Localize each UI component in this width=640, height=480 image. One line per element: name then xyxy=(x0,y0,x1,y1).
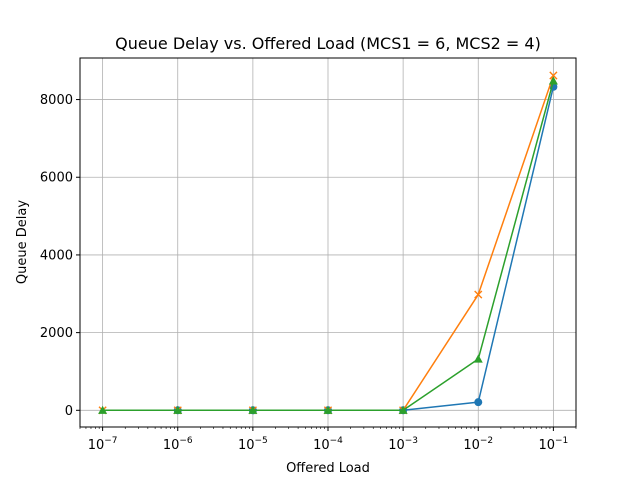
y-tick-label: 6000 xyxy=(40,171,73,186)
x-tick-label: 10−4 xyxy=(313,436,343,453)
tick-layer: 10−7 10−6 10−5 10−4 10−3 10−2 10−1 0 2000 4000 600… xyxy=(40,93,577,453)
x-tick-label: 10−7 xyxy=(88,436,118,453)
data-point-circle xyxy=(474,398,483,407)
y-axis-label: Queue Delay xyxy=(15,200,30,284)
chart-title: Queue Delay vs. Offered Load (MCS1 = 6, … xyxy=(115,34,541,53)
data-point-x xyxy=(549,71,558,80)
x-tick-label: 10−2 xyxy=(463,436,493,453)
y-tick-label: 0 xyxy=(65,404,73,419)
grid-layer xyxy=(80,58,576,427)
data-point-triangle xyxy=(173,405,183,414)
x-tick-label: 10−6 xyxy=(163,436,193,453)
data-point-x xyxy=(474,290,483,299)
x-tick-label: 10−3 xyxy=(388,436,418,453)
y-tick-label: 4000 xyxy=(40,248,73,263)
data-point-triangle xyxy=(473,354,483,363)
y-tick-label: 2000 xyxy=(40,326,73,341)
data-point-triangle xyxy=(398,405,408,414)
x-tick-label: 10−5 xyxy=(238,436,268,453)
x-axis-label: Offered Load xyxy=(286,461,370,476)
series-layer xyxy=(98,71,558,415)
series-3 xyxy=(98,76,558,414)
data-point-triangle xyxy=(548,76,558,85)
data-point-triangle xyxy=(323,405,333,414)
y-tick-label: 8000 xyxy=(40,93,73,108)
x-tick-label: 10−1 xyxy=(538,436,568,453)
data-point-triangle xyxy=(248,405,258,414)
data-point-triangle xyxy=(98,405,108,414)
